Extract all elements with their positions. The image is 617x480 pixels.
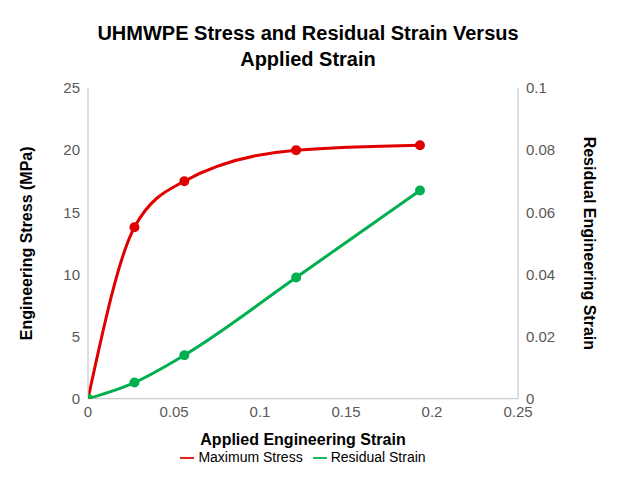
svg-text:0.02: 0.02	[526, 328, 555, 345]
html-text:Residual Strain: Residual Strain	[330, 448, 426, 465]
svg-text:0.15: 0.15	[331, 403, 360, 420]
svg-text:25: 25	[63, 79, 80, 96]
svg-text:0.25: 0.25	[503, 403, 533, 421]
svg-text:5: 5	[72, 328, 80, 345]
svg-text:0.1: 0.1	[526, 79, 547, 96]
html-text:UHMWPE Stress and Residual Str: UHMWPE Stress and Residual Strain Versus…	[97, 22, 519, 70]
svg-text:0.08: 0.08	[526, 141, 555, 158]
svg-text:0.05: 0.05	[159, 403, 188, 420]
html-text:Maximum Stress: Maximum Stress	[198, 448, 303, 465]
svg-text:0: 0	[72, 390, 80, 407]
svg-text:15: 15	[63, 204, 80, 221]
svg-text:0.04: 0.04	[526, 266, 555, 283]
svg-text:0.06: 0.06	[526, 204, 555, 221]
svg-text:Applied Engineering Strain: Applied Engineering Strain	[200, 431, 405, 448]
svg-text:Residual Engineering Strain: Residual Engineering Strain	[581, 137, 598, 350]
svg-text:Engineering Stress (MPa): Engineering Stress (MPa)	[18, 146, 35, 340]
svg-text:0: 0	[526, 390, 534, 407]
svg-text:0.2: 0.2	[422, 403, 443, 420]
svg-text:20: 20	[63, 141, 80, 158]
svg-text:0: 0	[84, 403, 92, 420]
svg-text:10: 10	[63, 266, 80, 283]
svg-text:0.1: 0.1	[250, 403, 271, 420]
